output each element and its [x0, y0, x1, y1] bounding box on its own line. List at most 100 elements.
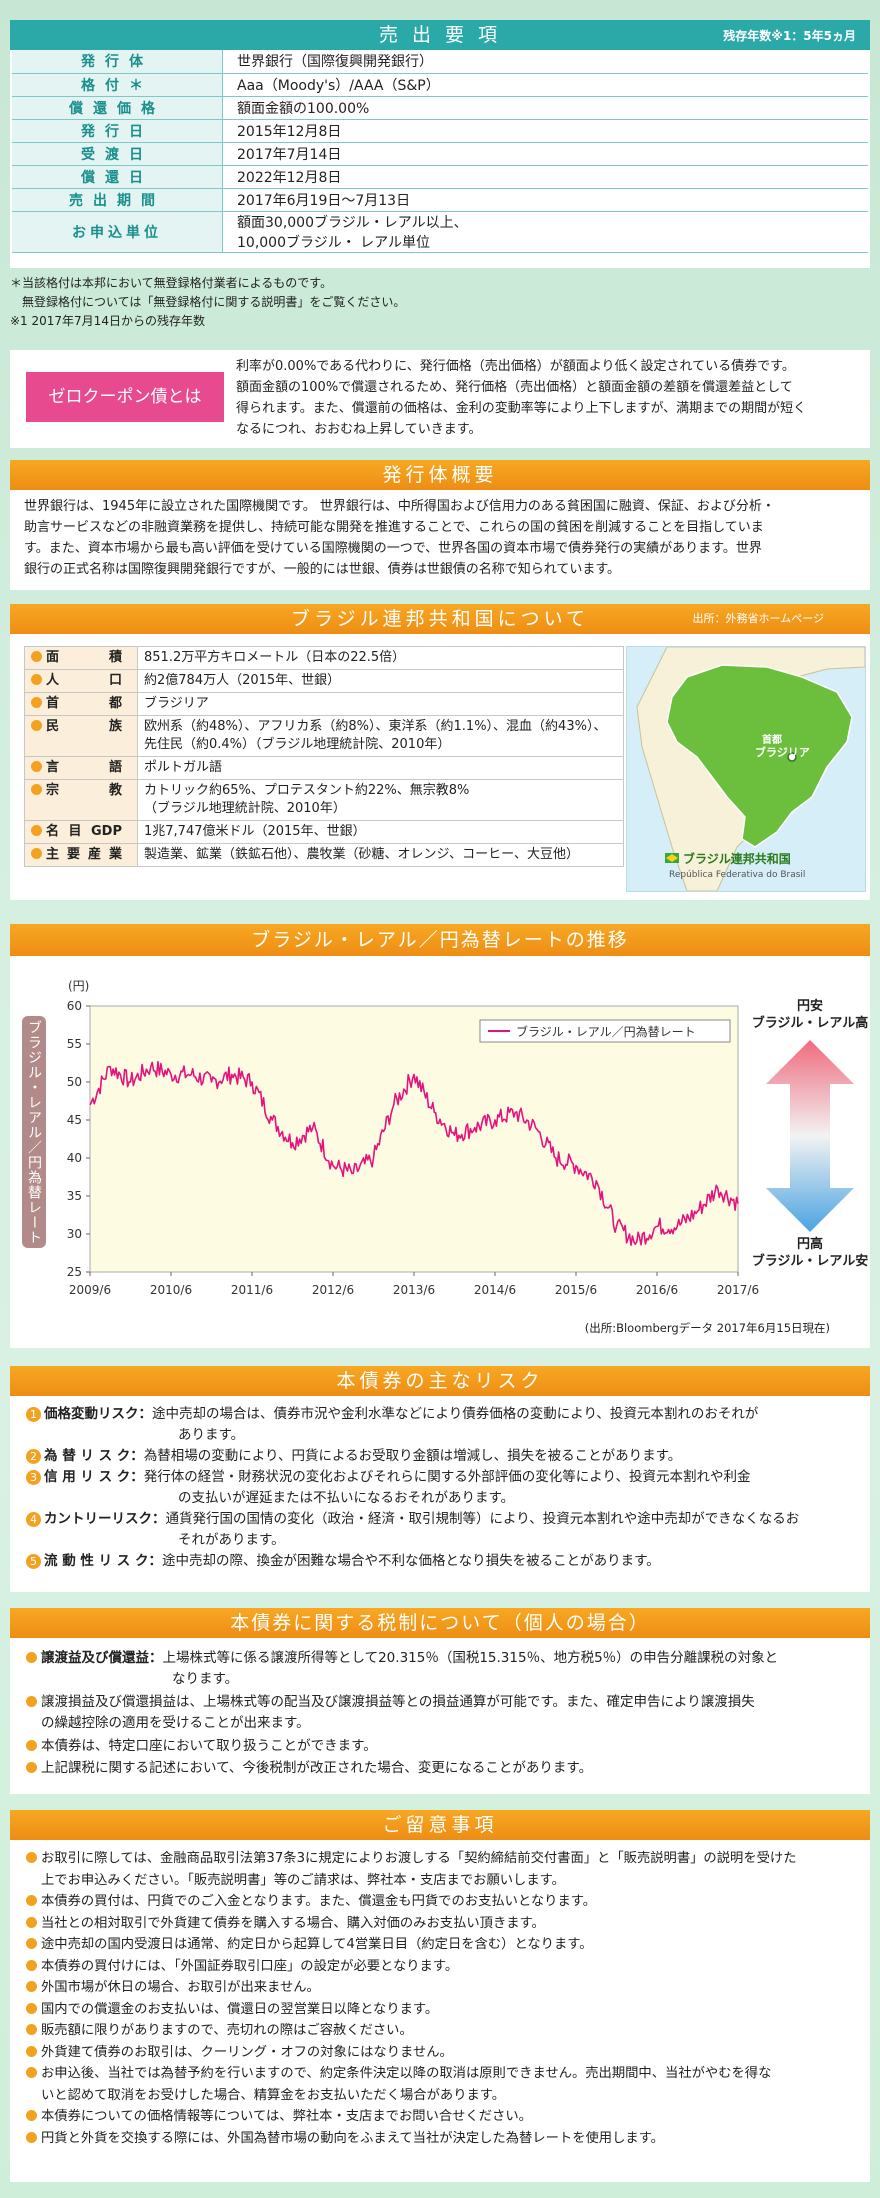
fx-line-chart: (円) 25 30 35 40 45 50 55 60 2009/6 2010/6 2011/6 20…: [67, 979, 759, 1297]
list-item: お申込後、当社では為替予約を行いますので、約定条件決定以降の取消は原則できません…: [26, 2063, 866, 2106]
text-line: なるにつれ、おおむね上昇していきます。: [236, 422, 482, 437]
row-label: 格付＊: [12, 73, 223, 97]
bullet-icon: [26, 1938, 37, 1949]
zero-coupon-section: ゼロクーポン債とは 利率が0.00%である代わりに、発行価格（売出価格）が額面よ…: [10, 350, 870, 448]
zero-coupon-badge-label: ゼロクーポン債とは: [48, 387, 202, 407]
text-line: 銀行の正式名称は国際復興開発銀行ですが、一般的には世銀、債券は世銀債の名称で知ら…: [24, 562, 621, 577]
risk-text: 発行体の経営・財務状況の変化およびそれらに関する外部評価の変化等により、投資元本…: [143, 1469, 751, 1485]
fact-value-line: カトリック約65%、プロテスタント約22%、無宗教8%: [144, 783, 470, 798]
bullet-icon: [26, 2045, 37, 2057]
yen-weak-line2: ブラジル・レアル高: [751, 1016, 869, 1031]
brazil-shape: [666, 664, 853, 848]
x-tick-label: 2017/6: [717, 1283, 759, 1297]
fx-title: ブラジル・レアル／円為替レートの推移: [251, 929, 629, 951]
table-row: 受渡日 2017年7月14日: [12, 142, 868, 166]
brazil-map-graphic: 首都 ブラジリア ブラジル連邦共和国 República Federativa …: [636, 647, 865, 891]
tax-item: 譲渡損益及び償還損益は、上場株式等の配当及び譲渡損益等との損益通算が可能です。ま…: [26, 1692, 862, 1734]
fx-scale-indicator: 円安ブラジル・レアル高 円高 ブラジル・レアル安: [750, 998, 870, 1274]
note-text: 本債券についての価格情報等については、弊社本・支店までお問い合せください。: [41, 2109, 532, 2124]
fact-label: 民族: [24, 715, 138, 757]
y-unit-label: (円): [68, 979, 89, 993]
x-tick-label: 2011/6: [231, 1283, 273, 1297]
yen-strong-label: 円高 ブラジル・レアル安: [750, 1236, 870, 1270]
bullet-icon: [26, 1895, 37, 1906]
remaining-years: 残存年数※1：5年5ヵ月: [723, 29, 856, 43]
row-label: 売出期間: [12, 188, 223, 212]
brazil-header: ブラジル連邦共和国について 出所：外務省ホームページ: [10, 604, 870, 634]
row-label: 償還日: [12, 165, 223, 189]
text-line: 額面金額の100%で償還されるため、発行価格（売出価格）と額面金額の差額を償還差…: [236, 380, 793, 395]
fx-vertical-label: ブラジル・レアル／円為替レート: [22, 1016, 46, 1248]
fact-label: 人口: [24, 669, 138, 693]
note-line: ※1 2017年7月14日からの残存年数: [10, 314, 205, 328]
fact-value: 欧州系（約48%）、アフリカ系（約8%）、東洋系（約1.1%）、混血（約43%）…: [137, 715, 624, 757]
row-label: お申込単位: [12, 211, 223, 253]
x-tick-label: 2009/6: [69, 1283, 111, 1297]
yen-weak-label: 円安ブラジル・レアル高: [750, 998, 870, 1032]
number-badge-icon: 4: [26, 1512, 41, 1527]
table-row: 首都 ブラジリア: [24, 692, 624, 716]
x-tick-label: 2010/6: [150, 1283, 192, 1297]
table-row: 発行日 2015年12月8日: [12, 119, 868, 143]
zero-coupon-badge: ゼロクーポン債とは: [26, 372, 224, 422]
list-item: 円貨と外貨を交換する際には、外国為替市場の動向をふまえて当社が決定した為替レート…: [26, 2128, 866, 2150]
risk-text-cont: の支払いが遅延または不払いになるおそれがあります。: [178, 1490, 515, 1506]
bullet-icon: [31, 761, 42, 772]
map-subtitle: República Federativa do Brasil: [669, 870, 805, 880]
y-tick-label: 55: [67, 1037, 82, 1051]
row-value: 2015年12月8日: [222, 119, 868, 143]
y-tick-label: 35: [67, 1189, 82, 1203]
y-tick-label: 25: [67, 1265, 82, 1279]
fact-value: ポルトガル語: [137, 756, 624, 780]
risk-item: 1 価格変動リスク：途中売却の場合は、債券市況や金利水準などにより債券価格の変動に…: [26, 1404, 862, 1446]
list-item: 外貨建て債券のお取引は、クーリング・オフの対象にはなりません。: [26, 2042, 866, 2064]
text-line: 利率が0.00%である代わりに、発行価格（売出価格）が額面より低く設定されている…: [236, 359, 795, 374]
row-value: 2022年12月8日: [222, 165, 868, 189]
notes-section: ご留意事項 お取引に際しては、金融商品取引法第37条3に規定によりお渡しする「契…: [10, 1810, 870, 2182]
note-text: 円貨と外貨を交換する際には、外国為替市場の動向をふまえて当社が決定した為替レート…: [41, 2130, 664, 2146]
tax-section: 本債券に関する税制について（個人の場合） 譲渡益及び償還益：上場株式等に係る譲渡…: [10, 1608, 870, 1794]
y-tick-label: 60: [67, 999, 82, 1013]
row-value: 額面金額の100.00%: [222, 96, 868, 120]
capital-marker: [787, 752, 797, 762]
fact-label: 宗教: [24, 779, 138, 821]
risk-label: 為 替 リ ス ク：: [44, 1448, 144, 1464]
risk-item: 4 カントリーリスク：通貨発行国の国情の変化（政治・経済・取引規制等）により、投資…: [26, 1509, 862, 1551]
fact-value: ブラジリア: [137, 692, 624, 716]
fx-source: (出所:Bloombergデータ 2017年6月15日現在): [584, 1321, 830, 1335]
notes-header: ご留意事項: [10, 1810, 870, 1840]
bullet-icon: [31, 674, 42, 685]
tax-title: 本債券に関する税制について（個人の場合）: [230, 1612, 650, 1634]
brazil-facts-table: 面積 851.2万平方キロメートル（日本の22.5倍） 人口 約2億784万人（20…: [24, 646, 624, 867]
axes-group: 25 30 35 40 45 50 55 60 2009/6 2010/6 2011/6 2012/6…: [67, 999, 759, 1297]
capital-label-2: ブラジリア: [755, 745, 810, 759]
risk-label: カントリーリスク：: [44, 1511, 166, 1527]
fact-value: 製造業、鉱業（鉄鉱石他）、農牧業（砂糖、オレンジ、コーヒー、大豆他）: [137, 843, 624, 867]
yen-strong-line1: 円高: [796, 1237, 823, 1252]
row-value: 世界銀行（国際復興開発銀行）: [222, 50, 868, 74]
yen-weak-line1: 円安: [796, 999, 823, 1014]
bullet-icon: [26, 2024, 37, 2035]
note-text: 本債券の買付は、円貨でのご入金となります。また、償還金も円貨でのお支払いとなりま…: [41, 1894, 597, 1909]
brazil-section: ブラジル連邦共和国について 出所：外務省ホームページ 面積 851.2万平方キロメ…: [10, 604, 870, 900]
bullet-icon: [26, 1959, 37, 1971]
y-tick-label: 30: [67, 1227, 82, 1241]
bullet-icon: [31, 651, 42, 662]
bullet-icon: [31, 720, 42, 731]
fact-label: 言語: [24, 756, 138, 780]
text-line: す。また、資本市場から最も高い評価を受けている国際機関の一つで、世界各国の資本市…: [24, 541, 762, 556]
tax-header: 本債券に関する税制について（個人の場合）: [10, 1608, 870, 1638]
tax-label: 譲渡益及び償還益：: [41, 1650, 163, 1666]
brazil-source: 出所：外務省ホームページ: [692, 612, 824, 625]
y-tick-label: 40: [67, 1151, 82, 1165]
row-value: 2017年6月19日〜7月13日: [222, 188, 868, 212]
tax-text: 上記課税に関する記述において、今後税制が改正された場合、変更になることがあります…: [41, 1760, 593, 1776]
table-row: 格付＊ Aaa（Moody's）/AAA（S&P）: [12, 73, 868, 97]
bullet-icon: [26, 2002, 37, 2014]
fx-header: ブラジル・レアル／円為替レートの推移: [10, 924, 870, 956]
row-value: 額面30,000ブラジル・レアル以上、 10,000ブラジル・ レアル単位: [222, 211, 868, 253]
note-text: お申込後、当社では為替予約を行いますので、約定条件決定以降の取消は原則できません…: [41, 2066, 772, 2081]
table-row: 償還価格 額面金額の100.00%: [12, 96, 868, 120]
note-text: 当社との相対取引で外貨建て債券を購入する場合、購入対価のみお支払い頂きます。: [41, 1915, 545, 1931]
